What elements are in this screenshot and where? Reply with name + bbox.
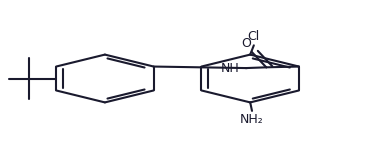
- Text: NH: NH: [220, 62, 239, 75]
- Text: O: O: [241, 37, 251, 50]
- Text: NH₂: NH₂: [240, 113, 264, 126]
- Text: Cl: Cl: [248, 30, 260, 43]
